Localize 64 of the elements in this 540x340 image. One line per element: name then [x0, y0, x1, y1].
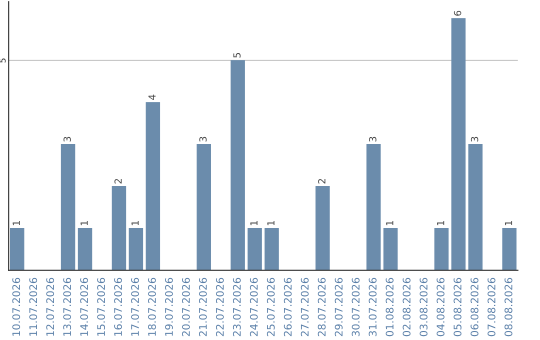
x-tick-label: 27.07.2026: [300, 278, 309, 336]
data-label: 5: [233, 53, 241, 58]
x-tick-label: 15.07.2026: [97, 278, 106, 336]
data-label: 3: [470, 136, 478, 142]
data-label: 1: [386, 220, 394, 226]
bar: [112, 186, 126, 270]
x-tick-label: 02.08.2026: [402, 278, 411, 336]
bar: [316, 186, 330, 270]
bar: [468, 144, 483, 270]
data-label: 1: [267, 220, 274, 226]
bar: [230, 60, 245, 270]
bar: [78, 228, 92, 270]
bar: [383, 228, 398, 270]
x-tick-label: 05.08.2026: [454, 278, 462, 336]
x-tick-label: 08.08.2026: [504, 278, 512, 336]
x-tick-label: 17.07.2026: [131, 278, 139, 336]
bar: [434, 228, 449, 270]
x-tick-label: 31.07.2026: [368, 278, 377, 336]
x-tick-label: 24.07.2026: [250, 278, 258, 336]
x-tick-label: 26.07.2026: [284, 278, 292, 336]
data-label: 1: [132, 220, 139, 226]
x-tick-label: 25.07.2026: [266, 278, 275, 336]
data-label: 1: [80, 220, 88, 226]
x-tick-label: 03.08.2026: [420, 278, 428, 336]
bar: [128, 228, 144, 270]
bar: [146, 102, 160, 270]
x-tick-label: 18.07.2026: [148, 278, 156, 336]
x-tick-label: 07.08.2026: [488, 278, 496, 336]
x-tick-label: 06.08.2026: [470, 278, 478, 336]
x-tick-label: 16.07.2026: [114, 278, 122, 336]
data-label: 1: [437, 220, 444, 226]
x-tick-label: 13.07.2026: [63, 278, 72, 336]
x-tick-label: 21.07.2026: [198, 278, 207, 336]
x-tick-label: 23.07.2026: [232, 278, 241, 336]
x-tick-label: 11.07.2026: [29, 278, 38, 336]
data-label: 3: [64, 136, 71, 142]
x-tick-label: 20.07.2026: [182, 278, 190, 336]
x-tick-label: 29.07.2026: [334, 278, 343, 336]
data-label: 3: [199, 136, 207, 142]
bar: [264, 228, 279, 270]
data-label: 1: [504, 220, 512, 226]
bar: [248, 228, 262, 270]
x-tick-label: 22.07.2026: [216, 278, 224, 336]
x-tick-label: 10.07.2026: [12, 278, 20, 336]
data-label: 3: [369, 136, 376, 142]
data-label: 1: [12, 220, 20, 226]
x-tick-label: 28.07.2026: [318, 278, 326, 336]
bar: [10, 228, 24, 270]
bar: [196, 144, 211, 270]
bar: [451, 18, 466, 270]
x-tick-label: 19.07.2026: [165, 278, 173, 336]
bar: [502, 228, 517, 270]
x-tick-label: 12.07.2026: [46, 278, 54, 336]
bar: [60, 144, 76, 270]
data-label: 2: [318, 179, 326, 184]
data-label: 1: [250, 220, 258, 226]
data-label: 6: [454, 10, 462, 16]
x-tick-label: 30.07.2026: [352, 278, 360, 336]
data-label: 4: [148, 94, 156, 100]
x-tick-label: 14.07.2026: [80, 278, 88, 336]
bar: [366, 144, 381, 270]
x-tick-label: 04.08.2026: [436, 278, 444, 336]
x-tick-label: 01.08.2026: [386, 278, 394, 336]
data-label: 2: [114, 179, 122, 184]
